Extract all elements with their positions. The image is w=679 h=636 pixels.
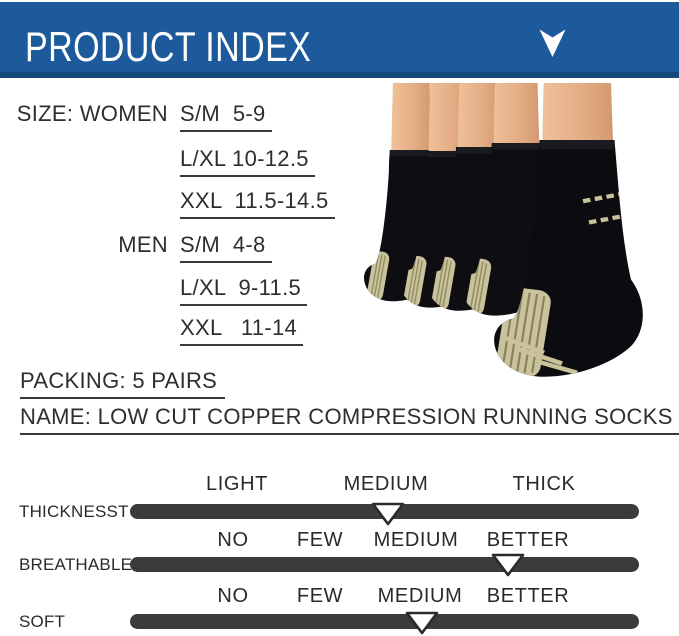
level-marker-icon [371,502,405,526]
option-few: FEW [296,585,344,607]
size-value: S/M 4-8 [180,232,272,263]
attribute-name-breathable: BREATHABLE [19,555,133,574]
option-medium: MEDIUM [343,473,429,495]
product-photo-socks [339,83,643,377]
option-medium: MEDIUM [377,585,463,607]
toe-stripe [500,334,546,355]
option-medium: MEDIUM [373,529,459,551]
product-name-text: NAME: LOW CUT COPPER COMPRESSION RUNNING… [20,404,679,435]
size-group-label: MEN [118,232,168,257]
toe-stripe [534,358,578,375]
level-bar [130,557,639,572]
title-banner: PRODUCT INDEX [0,2,679,78]
size-value: S/M 5-9 [180,101,272,132]
size-value: XXL 11-14 [180,315,304,346]
level-marker-icon [491,553,525,577]
option-better: BETTER [486,529,570,551]
packing-text: PACKING: 5 PAIRS [20,368,226,399]
size-value: L/XL 9-11.5 [180,275,308,306]
attribute-name-thicknesst: THICKNESST [19,502,129,521]
size-group-label: SIZE: WOMEN [16,101,168,126]
size-value: XXL 11.5-14.5 [180,188,335,219]
toe-stripe [516,346,563,366]
option-light: LIGHT [206,473,268,495]
option-thick: THICK [512,473,576,495]
option-better: BETTER [486,585,570,607]
name-line: NAME: LOW CUT COPPER COMPRESSION RUNNING… [20,404,679,435]
attribute-name-soft: SOFT [19,612,66,631]
down-arrow-icon [539,29,566,57]
level-bar [130,614,639,629]
level-marker-icon [405,611,439,635]
size-value: L/XL 10-12.5 [180,146,315,177]
option-no: NO [217,529,249,551]
option-no: NO [217,585,249,607]
page-title: PRODUCT INDEX [25,23,312,70]
option-few: FEW [296,529,344,551]
packing-line: PACKING: 5 PAIRS [20,368,226,399]
